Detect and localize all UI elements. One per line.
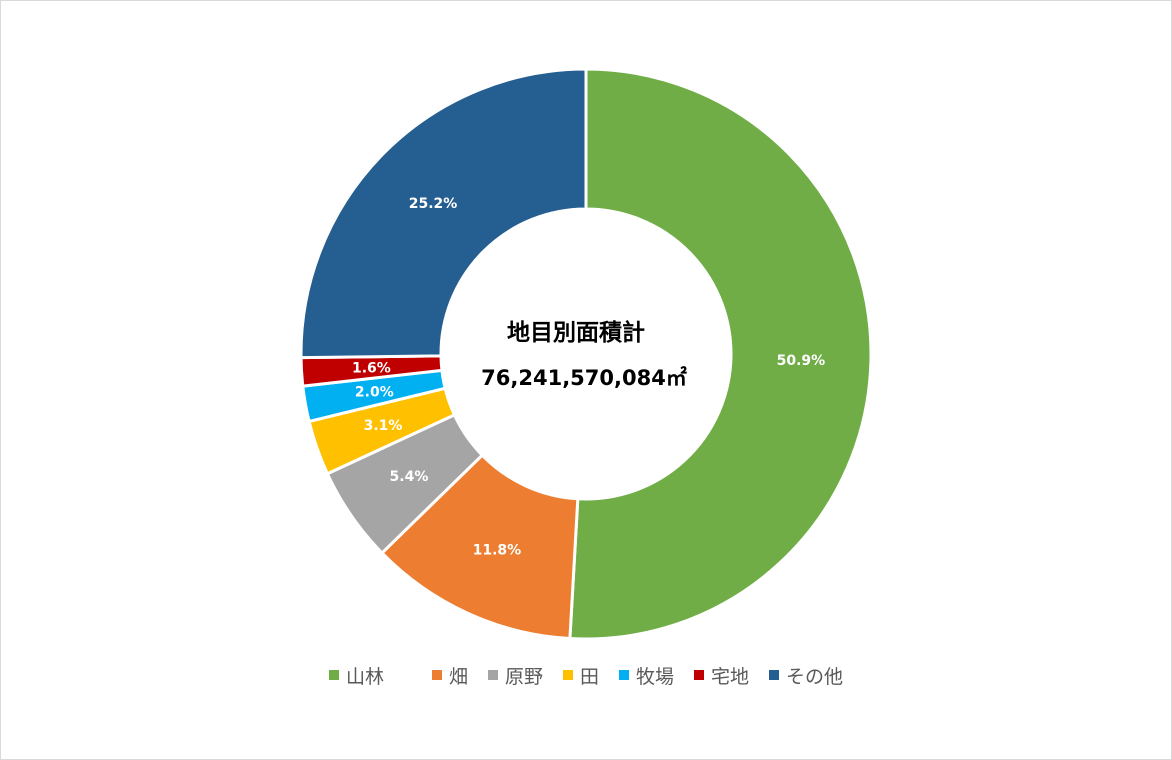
legend-label-0: 山林: [345, 665, 384, 688]
legend-label-1: 畑: [448, 665, 468, 688]
slice-1: [379, 453, 580, 641]
donut-chart: 50.9% 11.8% 5.4% 3.1% 2.0% 1.6% 25.2% 地目別面積計 7…: [299, 67, 873, 641]
legend-label-5: 宅地: [711, 665, 750, 688]
slice-label-6: 25.2%: [409, 196, 458, 212]
legend-item-0: 山林: [328, 662, 412, 689]
slice-label-5: 1.6%: [352, 360, 391, 376]
legend-item-3: 田: [562, 662, 599, 689]
slice-6: [299, 67, 588, 360]
slice-labels-group: 50.9% 11.8% 5.4% 3.1% 2.0% 1.6% 25.2%: [352, 196, 825, 559]
slice-label-3: 3.1%: [364, 418, 403, 434]
legend-swatch-5: [694, 670, 705, 680]
legend: 山林 畑 原野 田 牧場 宅地 その他: [0, 662, 1172, 688]
legend-swatch-1: [431, 670, 442, 680]
legend-swatch-2: [487, 670, 498, 680]
slice-label-0: 50.9%: [777, 353, 826, 369]
legend-swatch-3: [562, 670, 573, 680]
center-title: 地目別面積計: [507, 319, 645, 346]
legend-item-5: 宅地: [694, 662, 749, 689]
legend-item-1: 畑: [431, 662, 468, 689]
legend-label-3: 田: [579, 665, 599, 688]
legend-label-2: 原野: [504, 665, 543, 688]
legend-item-6: その他: [769, 662, 843, 689]
legend-item-2: 原野: [487, 662, 543, 689]
slice-label-2: 5.4%: [390, 469, 429, 485]
slice-label-4: 2.0%: [355, 385, 394, 401]
legend-item-4: 牧場: [619, 662, 674, 689]
legend-label-6: その他: [786, 665, 844, 688]
slice-0: [568, 67, 873, 641]
slices-group: [299, 67, 873, 641]
legend-label-4: 牧場: [636, 665, 675, 688]
legend-swatch-6: [769, 670, 780, 680]
slice-label-1: 11.8%: [473, 543, 522, 559]
legend-swatch-4: [619, 670, 629, 680]
center-value: 76,241,570,084㎡: [481, 366, 687, 390]
legend-swatch-0: [328, 670, 339, 680]
